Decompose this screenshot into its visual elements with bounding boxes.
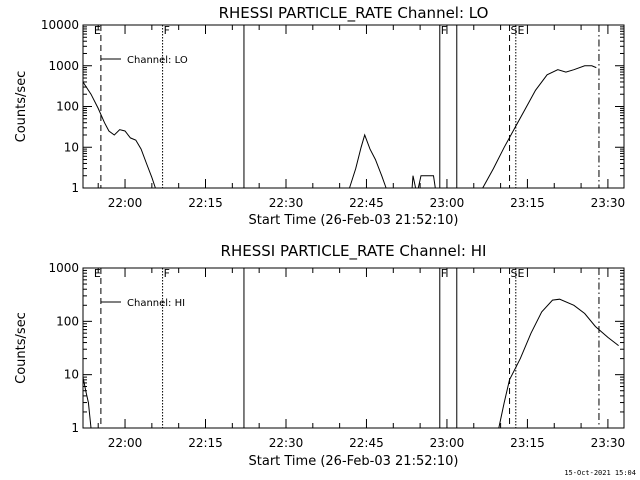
date-stamp: 15-Oct-2021 15:04 bbox=[564, 469, 636, 477]
chart-panel-lo: RHESSI PARTICLE_RATE Channel: LO 1 10 100 10… bbox=[14, 4, 625, 228]
series-line-segment bbox=[411, 175, 417, 189]
legend-label: Channel: HI bbox=[127, 298, 185, 309]
series-line-segment bbox=[82, 377, 92, 429]
event-marker-label: SE bbox=[511, 267, 525, 280]
y-tick-label: 10 bbox=[64, 368, 79, 382]
y-axis-label: Counts/sec bbox=[14, 71, 29, 143]
legend-label: Channel: LO bbox=[127, 55, 188, 66]
x-tick-label: 23:00 bbox=[430, 196, 465, 210]
chart-title: RHESSI PARTICLE_RATE Channel: LO bbox=[219, 4, 489, 23]
event-marker-label: E bbox=[94, 24, 101, 37]
x-tick-label: 23:30 bbox=[591, 196, 626, 210]
x-tick-label: 22:30 bbox=[269, 196, 304, 210]
series-line-segment bbox=[82, 81, 156, 189]
event-marker-label: SE bbox=[511, 24, 525, 37]
y-tick-label: 1 bbox=[71, 421, 79, 435]
y-tick-label: 10 bbox=[64, 140, 79, 154]
x-tick-label: 23:30 bbox=[591, 436, 626, 450]
x-tick-label: 22:00 bbox=[108, 436, 143, 450]
event-marker-label: E bbox=[94, 267, 101, 280]
y-tick-label: 1000 bbox=[48, 59, 79, 73]
x-tick-label: 23:15 bbox=[510, 436, 545, 450]
plot-frame bbox=[82, 24, 625, 189]
y-tick-label: 1 bbox=[71, 181, 79, 195]
y-axis-label: Counts/sec bbox=[14, 312, 29, 384]
x-tick-label: 22:45 bbox=[349, 196, 384, 210]
x-axis-label: Start Time (26-Feb-03 21:52:10) bbox=[249, 213, 459, 228]
event-marker-label: F bbox=[441, 267, 447, 280]
chart-panel-hi: RHESSI PARTICLE_RATE Channel: HI 1 10 100 10… bbox=[14, 242, 625, 469]
y-tick-label: 100 bbox=[56, 314, 79, 328]
x-tick-label: 22:00 bbox=[108, 196, 143, 210]
x-tick-label: 22:15 bbox=[188, 436, 223, 450]
series-line-segment bbox=[349, 133, 387, 189]
event-marker-label: F bbox=[164, 24, 170, 37]
x-tick-label: 23:00 bbox=[430, 436, 465, 450]
series-line-segment bbox=[417, 175, 436, 189]
series-line-segment bbox=[498, 298, 619, 429]
series-line-segment bbox=[482, 65, 597, 189]
x-tick-label: 22:30 bbox=[269, 436, 304, 450]
x-tick-label: 22:45 bbox=[349, 436, 384, 450]
y-tick-label: 1000 bbox=[48, 261, 79, 275]
plot-frame bbox=[82, 267, 625, 429]
x-axis-label: Start Time (26-Feb-03 21:52:10) bbox=[249, 454, 459, 469]
y-tick-label: 10000 bbox=[41, 18, 79, 32]
chart-title: RHESSI PARTICLE_RATE Channel: HI bbox=[221, 242, 487, 261]
x-tick-label: 23:15 bbox=[510, 196, 545, 210]
y-tick-label: 100 bbox=[56, 100, 79, 114]
x-tick-label: 22:15 bbox=[188, 196, 223, 210]
event-marker-label: F bbox=[441, 24, 447, 37]
event-marker-label: F bbox=[164, 267, 170, 280]
